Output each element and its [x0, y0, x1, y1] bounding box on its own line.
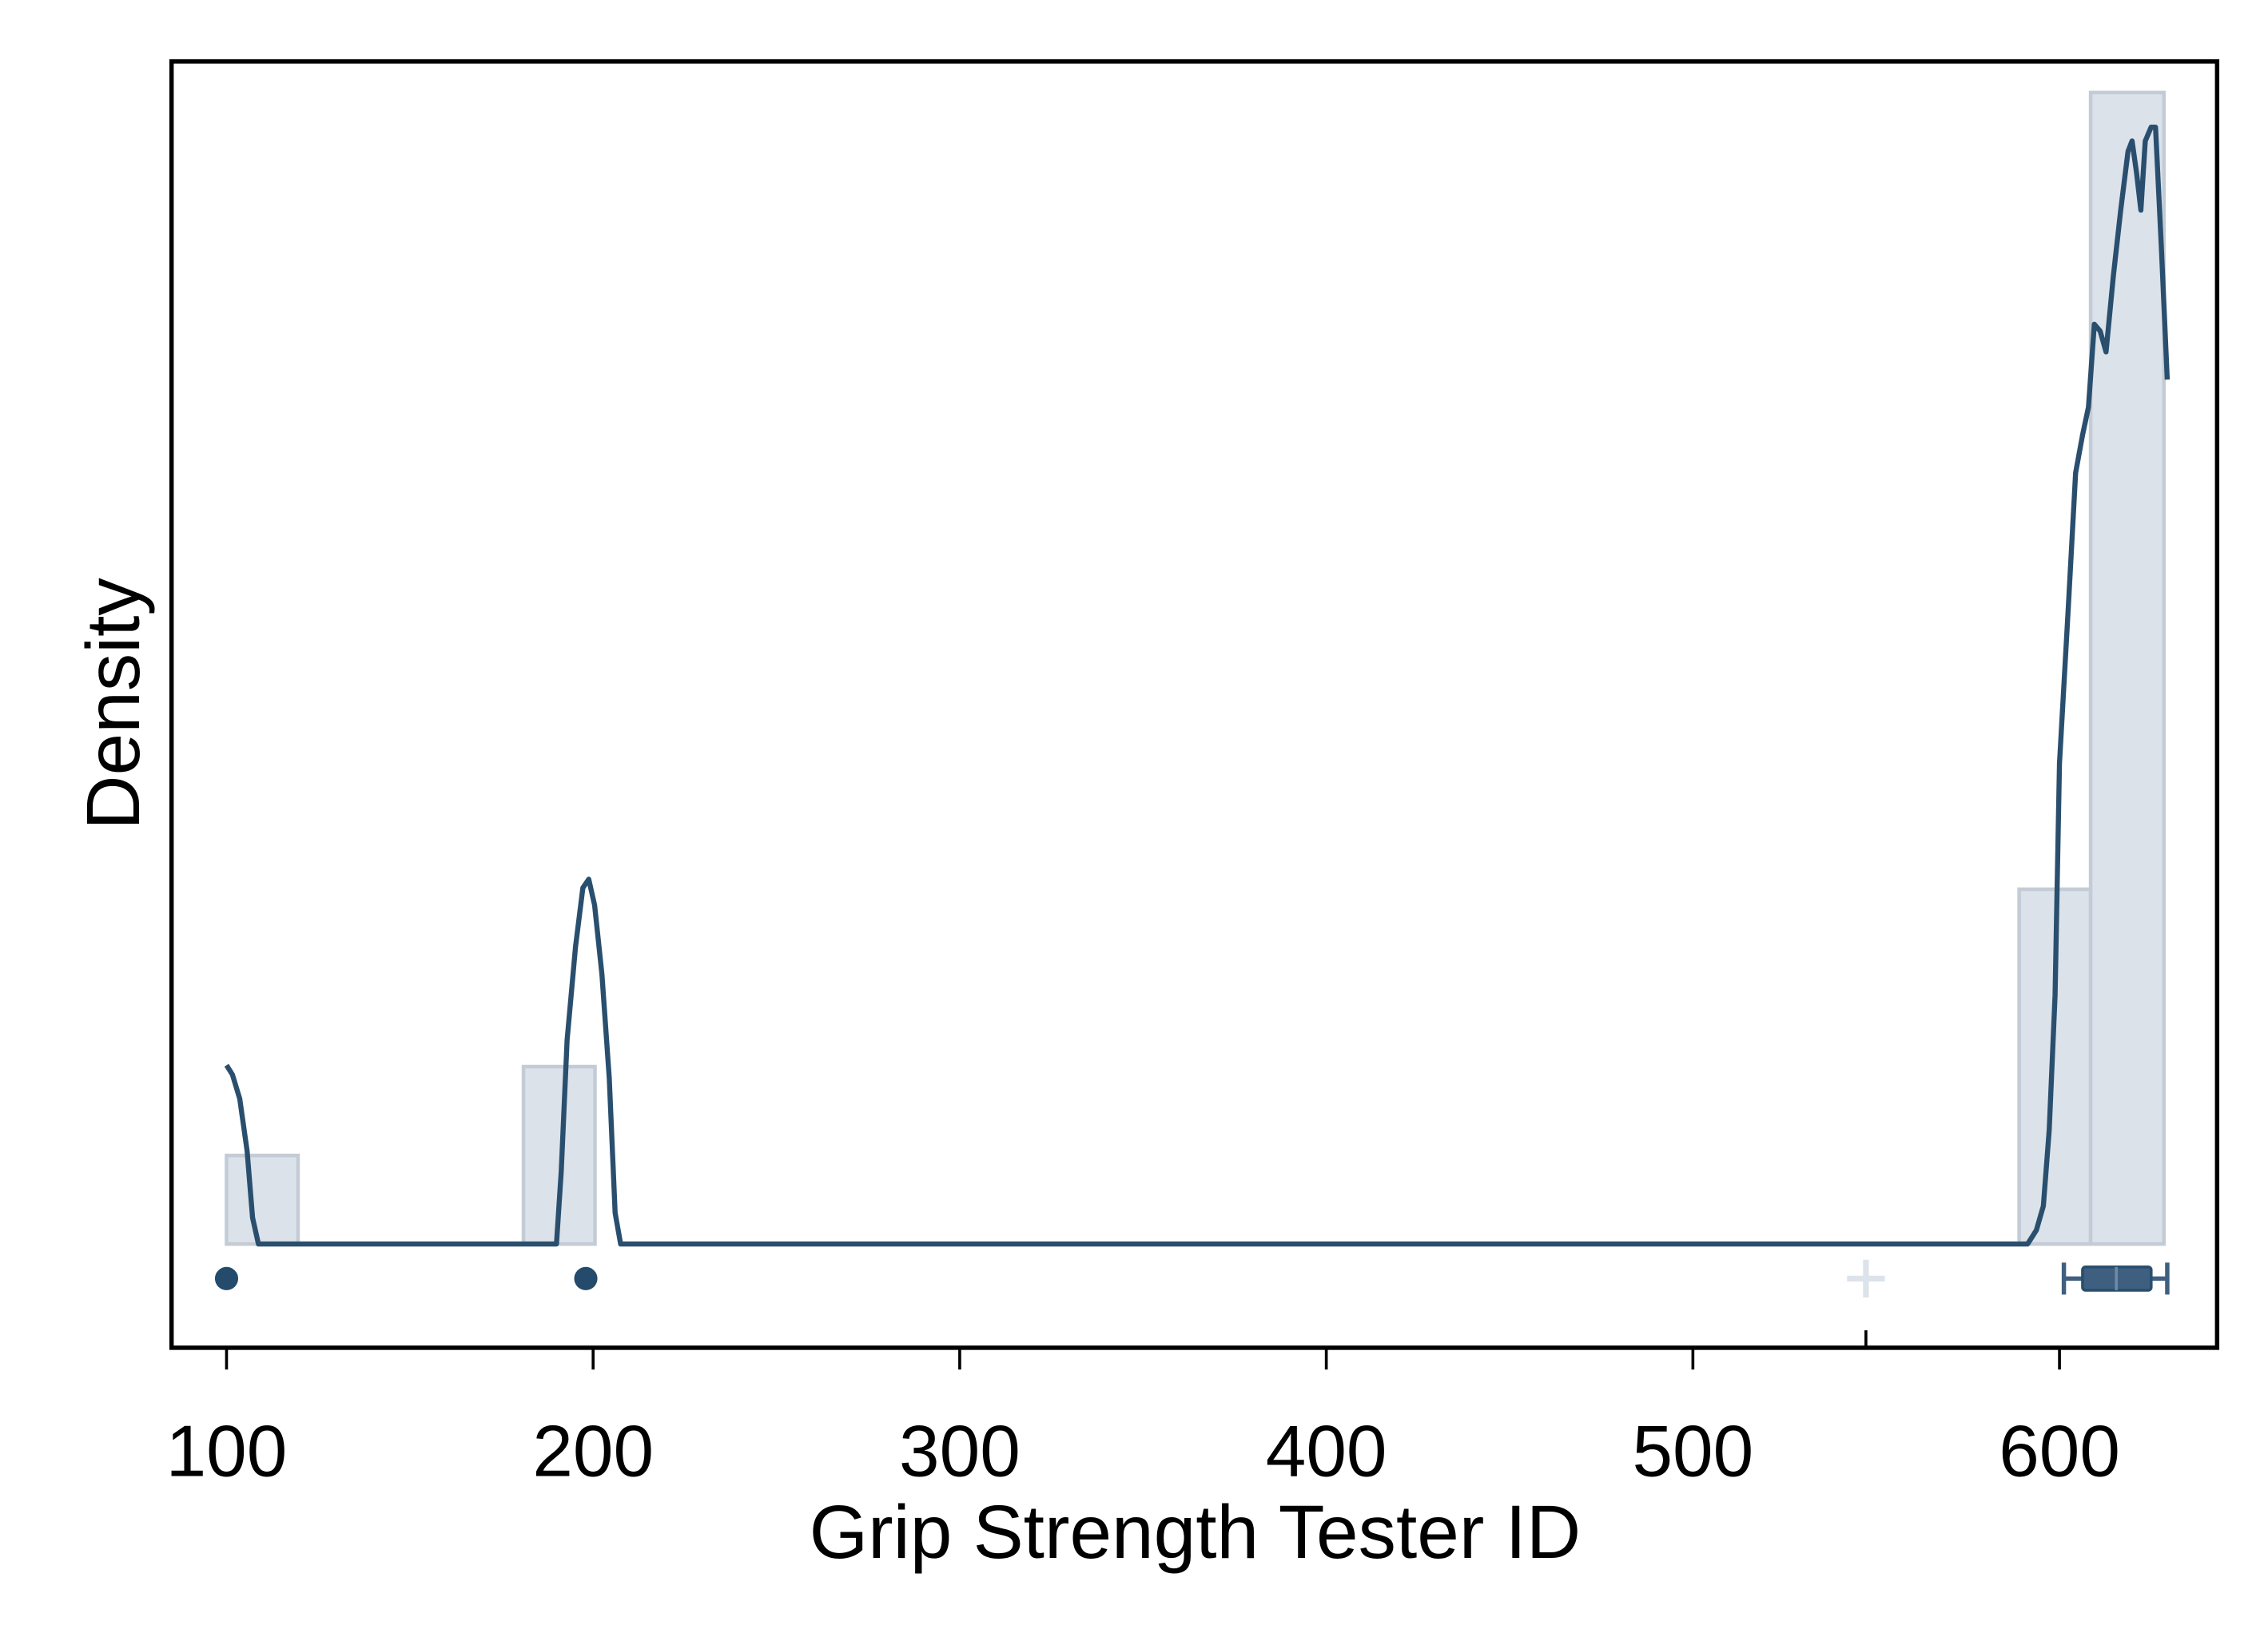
x-tick-label: 200	[532, 1411, 654, 1492]
plot-frame	[169, 59, 2220, 1350]
mean-marker	[1847, 1259, 1885, 1298]
histogram-bar	[2088, 90, 2167, 1246]
x-tick-label: 400	[1266, 1411, 1387, 1492]
x-tick-label: 500	[1632, 1411, 1753, 1492]
density-curve	[224, 124, 2171, 1247]
outlier	[214, 1266, 239, 1290]
outlier	[574, 1266, 598, 1290]
x-axis-title: Grip Strength Tester ID	[810, 1490, 1582, 1575]
x-tick-label: 300	[899, 1411, 1021, 1492]
histogram-bar	[225, 1154, 300, 1246]
x-tick-label: 600	[1999, 1411, 2120, 1492]
x-tick-label: 100	[166, 1411, 288, 1492]
y-axis-title: Density	[71, 578, 156, 830]
